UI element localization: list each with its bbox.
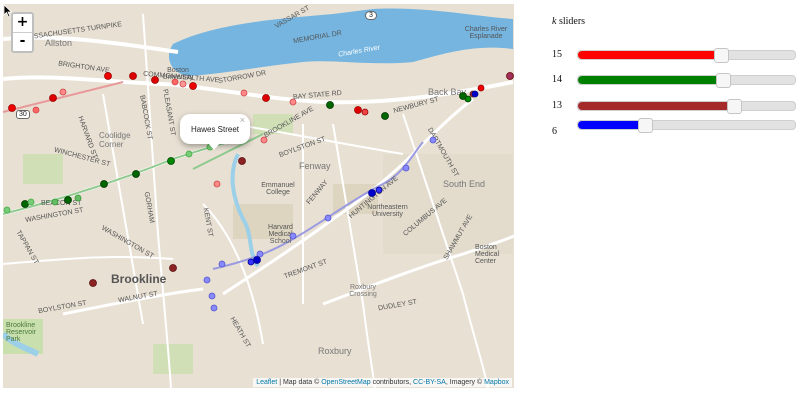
slider-fill-red bbox=[578, 51, 722, 59]
popup-close-button[interactable]: × bbox=[239, 115, 245, 125]
slider-fill-brown bbox=[578, 102, 735, 110]
slider-value-blue: 6 bbox=[552, 126, 557, 137]
zoom-in-button[interactable]: + bbox=[16, 14, 29, 30]
slider-row-brown: 13 bbox=[552, 97, 797, 114]
slider-thumb-green[interactable] bbox=[716, 73, 732, 88]
slider-thumb-brown[interactable] bbox=[727, 99, 743, 114]
slider-row-red: 15 bbox=[552, 46, 797, 63]
panel-title: k sliders bbox=[552, 16, 585, 27]
slider-thumb-red[interactable] bbox=[714, 48, 730, 63]
slider-row-blue: 6 bbox=[552, 116, 797, 137]
slider-track-brown[interactable] bbox=[577, 99, 796, 114]
osm-link[interactable]: OpenStreetMap bbox=[321, 379, 371, 386]
map-attribution: Leaflet | Map data © OpenStreetMap contr… bbox=[253, 378, 512, 387]
slider-value-red: 15 bbox=[552, 49, 562, 60]
slider-value-brown: 13 bbox=[552, 100, 562, 111]
slider-fill-blue bbox=[578, 121, 646, 129]
zoom-out-button[interactable]: - bbox=[13, 32, 32, 51]
mapbox-link[interactable]: Mapbox bbox=[484, 379, 509, 386]
station-popup: × Hawes Street bbox=[180, 114, 250, 150]
map[interactable]: MASSACHUSETTS TURNPIKE Allston BRIGHTON … bbox=[3, 4, 514, 388]
zoom-control: + - bbox=[11, 12, 34, 53]
leaflet-link[interactable]: Leaflet bbox=[256, 379, 278, 386]
slider-track-green[interactable] bbox=[577, 73, 796, 88]
license-link[interactable]: CC-BY-SA bbox=[413, 379, 446, 386]
attrib-text-2: contributors, bbox=[370, 379, 414, 386]
slider-value-green: 14 bbox=[552, 74, 562, 85]
panel-title-k: k bbox=[552, 16, 557, 27]
slider-track-blue[interactable] bbox=[577, 118, 796, 133]
map-tiles[interactable] bbox=[3, 4, 514, 388]
slider-row-green: 14 bbox=[552, 71, 797, 88]
mouse-cursor-icon bbox=[3, 4, 13, 18]
popup-tip bbox=[208, 143, 220, 150]
attrib-text-1: | Map data © bbox=[277, 379, 322, 386]
attrib-text-3: , Imagery © bbox=[445, 379, 485, 386]
slider-fill-green bbox=[578, 76, 724, 84]
slider-track-red[interactable] bbox=[577, 48, 796, 63]
slider-thumb-blue[interactable] bbox=[638, 118, 654, 133]
popup-text: Hawes Street bbox=[190, 125, 240, 134]
k-sliders-panel: k sliders 15 14 13 6 bbox=[552, 14, 797, 144]
panel-title-rest: sliders bbox=[556, 16, 586, 27]
